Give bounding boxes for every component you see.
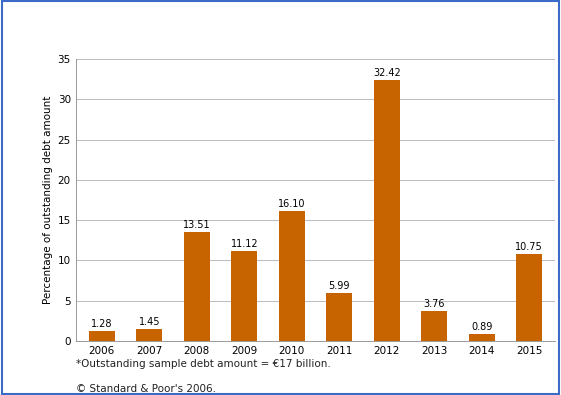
Text: *Outstanding sample debt amount = €17 billion.: *Outstanding sample debt amount = €17 bi…: [76, 359, 330, 369]
Bar: [374, 80, 400, 341]
Text: 32.42: 32.42: [373, 68, 401, 78]
Bar: [469, 334, 495, 341]
Text: 5.99: 5.99: [329, 281, 350, 291]
Text: 10.75: 10.75: [516, 243, 543, 252]
Text: 1.28: 1.28: [91, 319, 113, 329]
Text: 1.45: 1.45: [139, 317, 160, 327]
Text: 16.10: 16.10: [278, 199, 306, 209]
Bar: [136, 329, 162, 341]
Text: 13.51: 13.51: [183, 220, 210, 230]
Bar: [184, 232, 210, 341]
Y-axis label: Percentage of outstanding debt amount: Percentage of outstanding debt amount: [43, 96, 53, 304]
Text: 0.89: 0.89: [471, 322, 493, 332]
Bar: [421, 311, 447, 341]
Text: 11.12: 11.12: [231, 239, 258, 249]
Bar: [327, 293, 352, 341]
Bar: [89, 331, 115, 341]
Text: Chart 5: Percentage Of Outstanding Debt Amount* In Each Year: Chart 5: Percentage Of Outstanding Debt …: [8, 12, 484, 25]
Text: © Standard & Poor's 2006.: © Standard & Poor's 2006.: [76, 384, 216, 394]
Text: Program loans: Program loans: [8, 40, 94, 53]
Bar: [279, 211, 305, 341]
Text: 3.76: 3.76: [424, 299, 445, 309]
Bar: [231, 252, 257, 341]
Bar: [516, 254, 542, 341]
